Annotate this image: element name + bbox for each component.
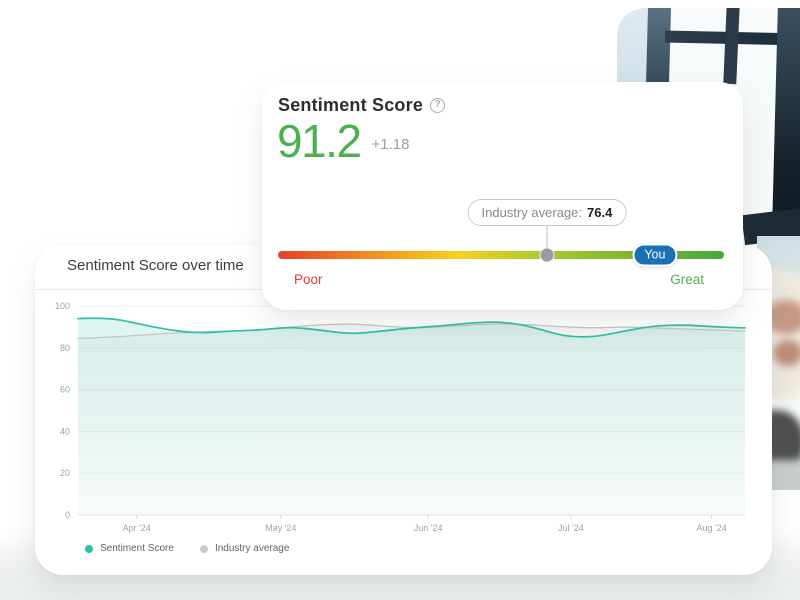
chart-legend: Sentiment Score Industry average — [85, 543, 289, 554]
y-axis-tick-label: 80 — [60, 343, 70, 353]
x-axis-tick-label: Apr '24 — [123, 523, 151, 533]
help-icon[interactable]: ? — [430, 98, 446, 113]
industry-average-tooltip: Industry average: 76.4 — [467, 199, 627, 226]
x-axis-tick-label: Aug '24 — [697, 523, 727, 533]
window-frame-right — [771, 8, 800, 233]
industry-average-marker-dot — [539, 247, 555, 263]
window-mullion-vertical — [723, 8, 740, 85]
score-card-title: Sentiment Score — [278, 95, 424, 115]
legend-item-sentiment-score[interactable]: Sentiment Score — [85, 543, 174, 554]
x-axis-tick-label: Jun '24 — [414, 523, 443, 533]
sentiment-gauge-bar: You — [278, 243, 724, 267]
score-value: 91.2 — [277, 115, 362, 167]
you-badge: You — [632, 243, 678, 267]
x-axis-tick-label: May '24 — [265, 523, 296, 533]
x-axis-tick-label: Jul '24 — [558, 523, 584, 533]
gauge-label-poor: Poor — [294, 272, 323, 287]
chart-title: Sentiment Score over time — [67, 257, 244, 274]
y-axis-tick-label: 20 — [60, 468, 70, 478]
legend-dot — [199, 544, 208, 553]
legend-dot — [85, 544, 93, 553]
gauge-label-great: Great — [670, 272, 704, 287]
legend-label: Sentiment Score — [100, 543, 174, 554]
score-delta: +1.18 — [371, 135, 410, 153]
tooltip-stem — [546, 226, 548, 252]
series-area-0 — [78, 318, 745, 515]
legend-item-industry-average[interactable]: Industry average — [199, 543, 290, 554]
score-gauge: Industry average: 76.4 You Poor Great — [278, 82, 724, 310]
sentiment-score-card: Sentiment Score ? 91.2 +1.18 Industry av… — [262, 82, 743, 310]
legend-label: Industry average — [214, 543, 290, 554]
series-line-sentiment-score — [77, 317, 746, 338]
y-axis-tick-label: 40 — [60, 426, 70, 436]
industry-average-value: 76.4 — [587, 205, 613, 220]
y-axis-tick-label: 60 — [60, 385, 70, 395]
y-axis-tick-label: 100 — [55, 301, 70, 311]
y-axis-tick-label: 0 — [65, 510, 70, 520]
industry-average-label: Industry average: — [481, 205, 583, 220]
sentiment-line-chart[interactable]: 0 20 40 60 80 100 Apr '24 May '24 Jun '24 Jul '24… — [35, 245, 772, 575]
